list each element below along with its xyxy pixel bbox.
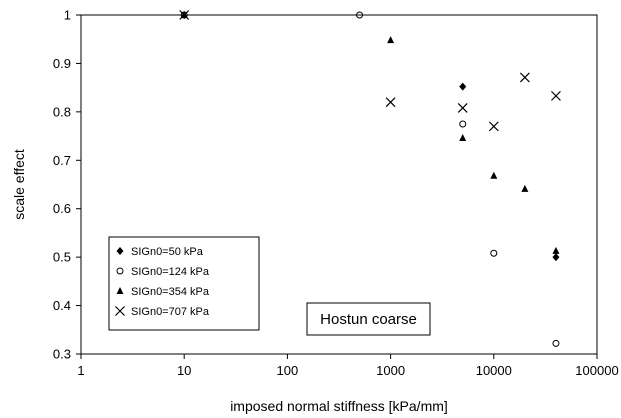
series-3 (180, 11, 560, 254)
data-point (459, 134, 467, 142)
plot-area-frame (80, 14, 598, 355)
series-4 (179, 10, 561, 132)
y-tick-label: 0.7 (53, 153, 71, 168)
x-axis-title: imposed normal stiffness [kPa/mm] (230, 398, 448, 414)
data-point (551, 90, 561, 101)
x-tick-label: 1 (77, 363, 84, 378)
y-tick-label: 0.3 (53, 347, 71, 362)
annotation-box: Hostun coarse (306, 302, 431, 336)
y-tick-label: 0.5 (53, 250, 71, 265)
legend-item: SIGn0=354 kPa (116, 286, 210, 298)
y-tick-label: 1 (64, 8, 71, 23)
data-point (519, 72, 530, 83)
legend-label: SIGn0=707 kPa (131, 306, 210, 318)
y-tick-label: 0.4 (53, 298, 71, 313)
legend-label: SIGn0=354 kPa (131, 286, 210, 298)
data-point (521, 184, 529, 192)
annotation-frame (306, 302, 431, 336)
data-point (459, 120, 467, 128)
data-point (490, 171, 498, 179)
annotation-label: Hostun coarse (320, 311, 417, 328)
y-tick-label: 0.6 (53, 201, 71, 216)
legend-marker (115, 306, 125, 316)
legend-frame (108, 236, 260, 331)
legend-item: SIGn0=707 kPa (115, 306, 210, 318)
data-point (552, 253, 560, 262)
data-point (385, 97, 396, 108)
y-tick-label: 0.8 (53, 104, 71, 119)
x-tick-label: 10000 (476, 363, 512, 378)
x-tick-label: 1000 (376, 363, 405, 378)
legend-item: SIGn0=50 kPa (116, 246, 204, 258)
x-tick-label: 100 (277, 363, 299, 378)
legend-item: SIGn0=124 kPa (116, 266, 210, 278)
series-1 (180, 11, 560, 262)
data-point (552, 339, 560, 347)
legend: SIGn0=50 kPa SIGn0=124 kPa SIGn0=354 kPa SI… (108, 236, 260, 331)
y-axis-title: scale effect (11, 149, 27, 220)
ticks-layer: 1 10 100 1000 10000 100000 0.3 0.4 0.5 0.6 0.7 0.8 0… (53, 8, 619, 379)
legend-marker (116, 247, 124, 255)
data-point (457, 103, 468, 113)
data-point (490, 249, 498, 257)
data-point (488, 121, 499, 132)
x-tick-label: 10 (177, 363, 191, 378)
legend-label: SIGn0=50 kPa (131, 246, 204, 258)
data-point (387, 36, 395, 44)
legend-label: SIGn0=124 kPa (131, 266, 210, 278)
data-point (459, 82, 467, 91)
x-tick-label: 100000 (575, 363, 618, 378)
data-point (552, 246, 560, 254)
y-tick-label: 0.9 (53, 56, 71, 71)
legend-marker (116, 267, 124, 275)
legend-marker (116, 287, 124, 294)
